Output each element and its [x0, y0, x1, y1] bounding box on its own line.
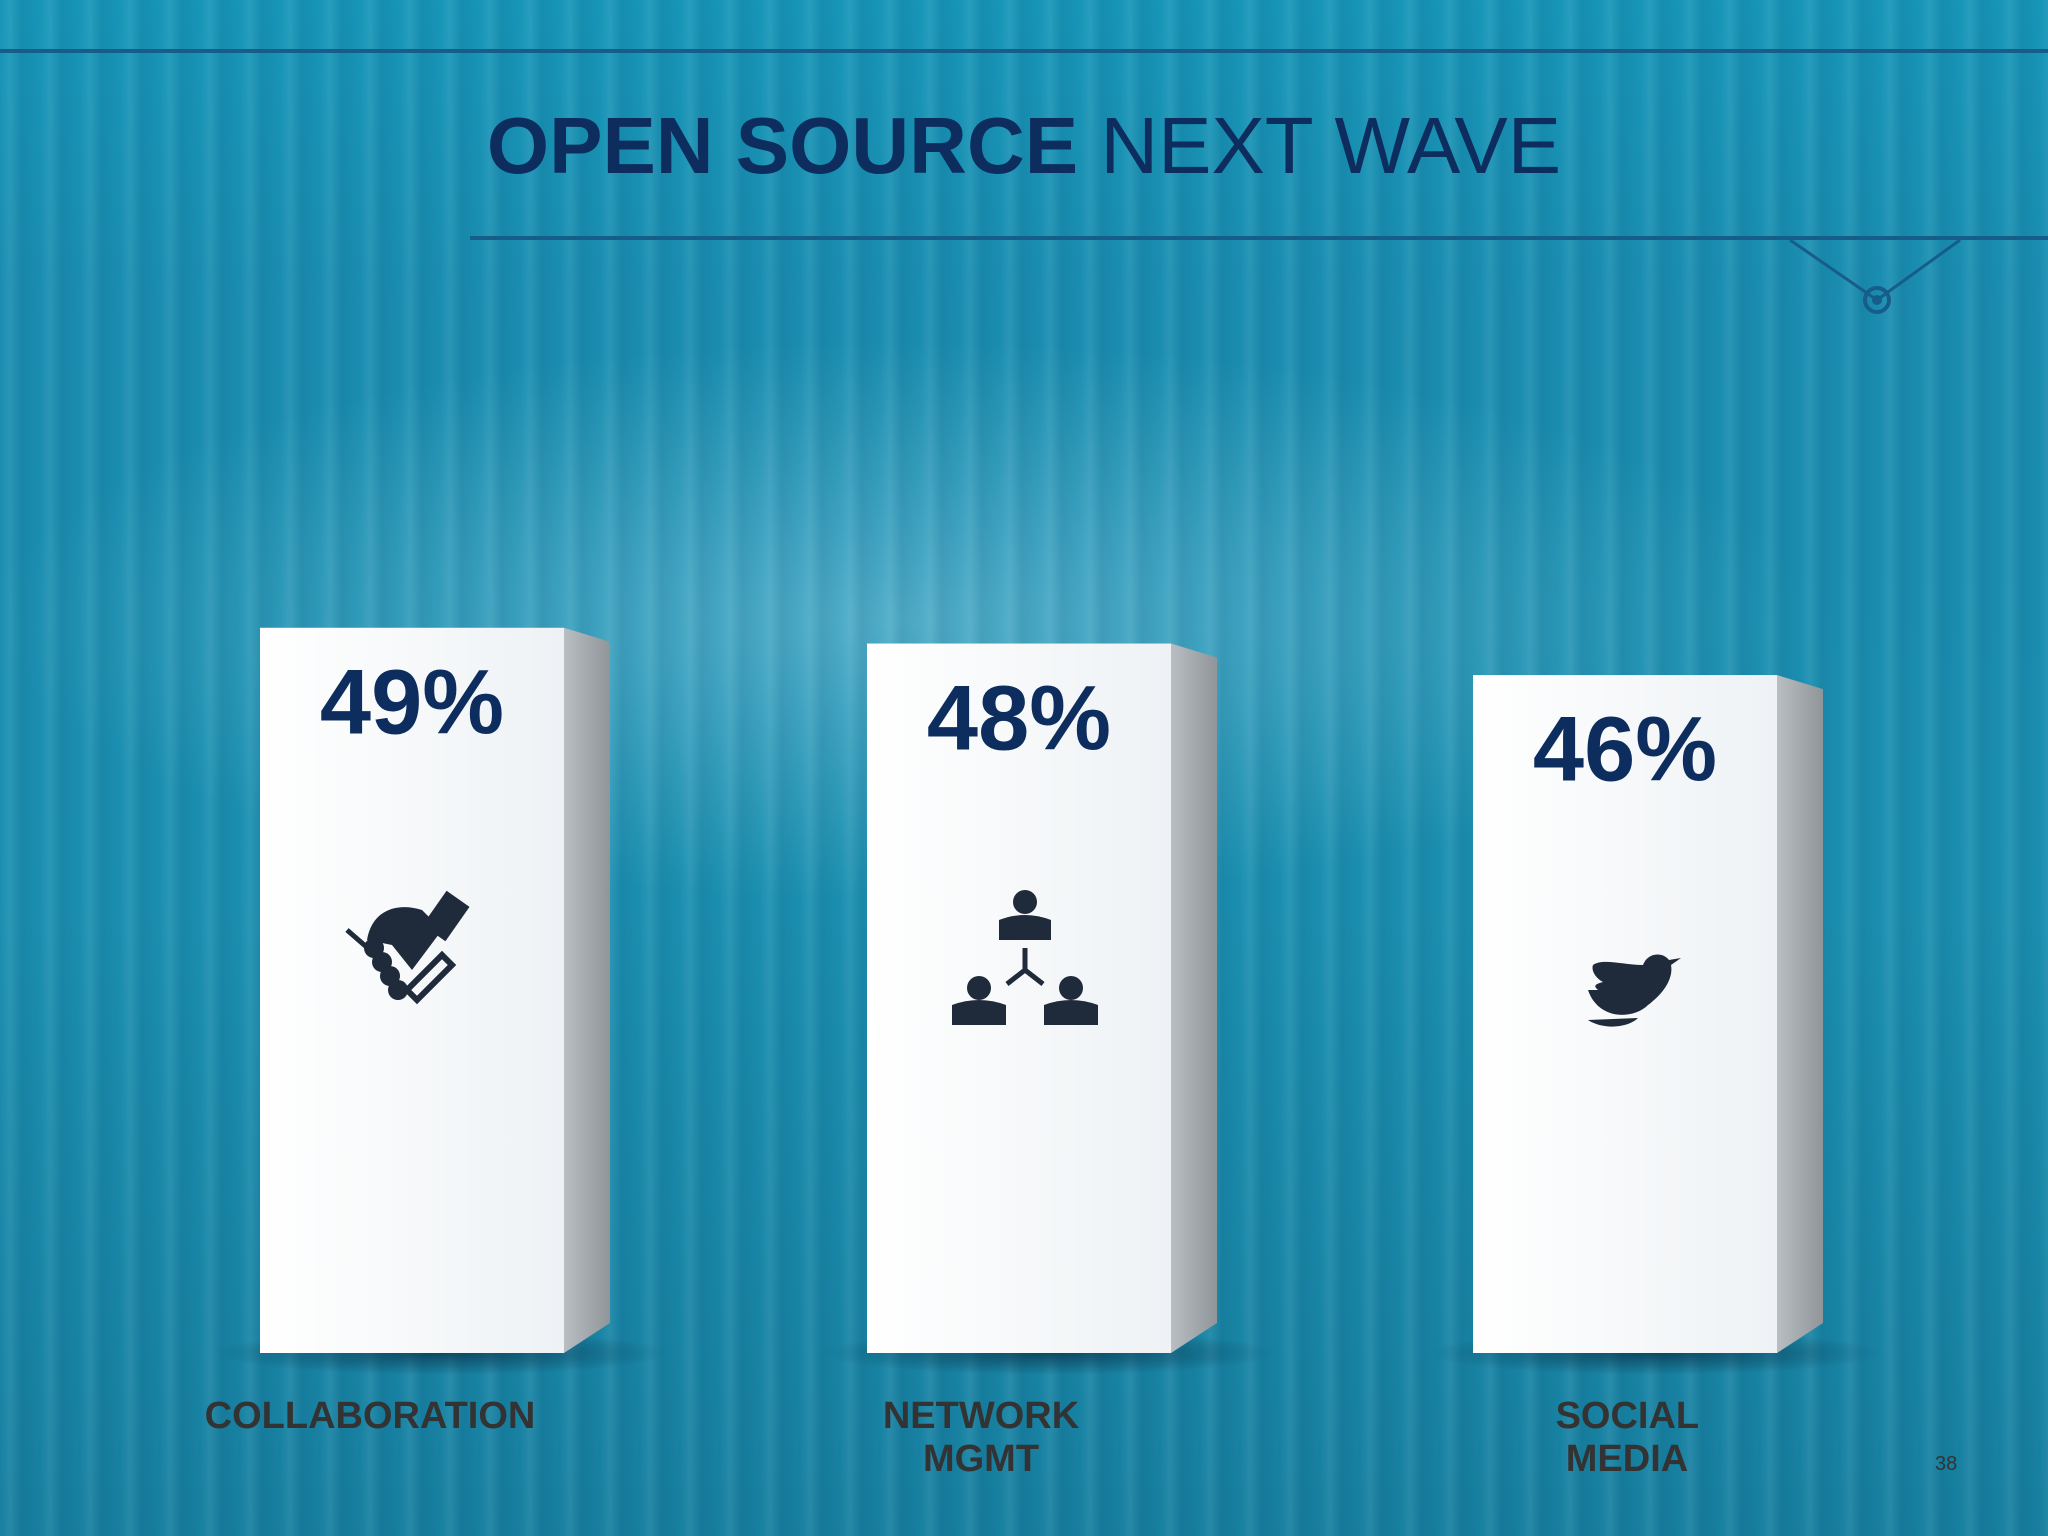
- bird-icon: [1588, 954, 1681, 1027]
- network-icon: [952, 890, 1098, 1025]
- decor: [1863, 286, 1891, 314]
- bar-side: [1171, 643, 1217, 1353]
- bar: [260, 627, 564, 1353]
- icons: [345, 890, 1681, 1027]
- decor: [1872, 295, 1882, 305]
- bar-side: [564, 627, 610, 1353]
- x-tick-label: NETWORK MGMT: [882, 1395, 1080, 1480]
- decor: [1789, 238, 1961, 302]
- bars: [214, 627, 1883, 1375]
- bar-side: [1777, 675, 1823, 1353]
- title-regular: NEXT WAVE: [1100, 101, 1562, 190]
- handshake-icon: [345, 890, 470, 1005]
- x-tick-label: SOCIAL MEDIA: [1555, 1395, 1700, 1480]
- value-label: 48%: [926, 667, 1112, 770]
- title-bold: OPEN SOURCE: [486, 101, 1079, 190]
- bar: [867, 643, 1171, 1353]
- value-label: 49%: [319, 651, 505, 754]
- x-tick-label: COLLABORATION: [204, 1395, 536, 1437]
- chart-title: OPEN SOURCE NEXT WAVE: [0, 100, 2048, 192]
- page-number: 38: [1935, 1453, 1958, 1475]
- value-label: 46%: [1532, 698, 1718, 801]
